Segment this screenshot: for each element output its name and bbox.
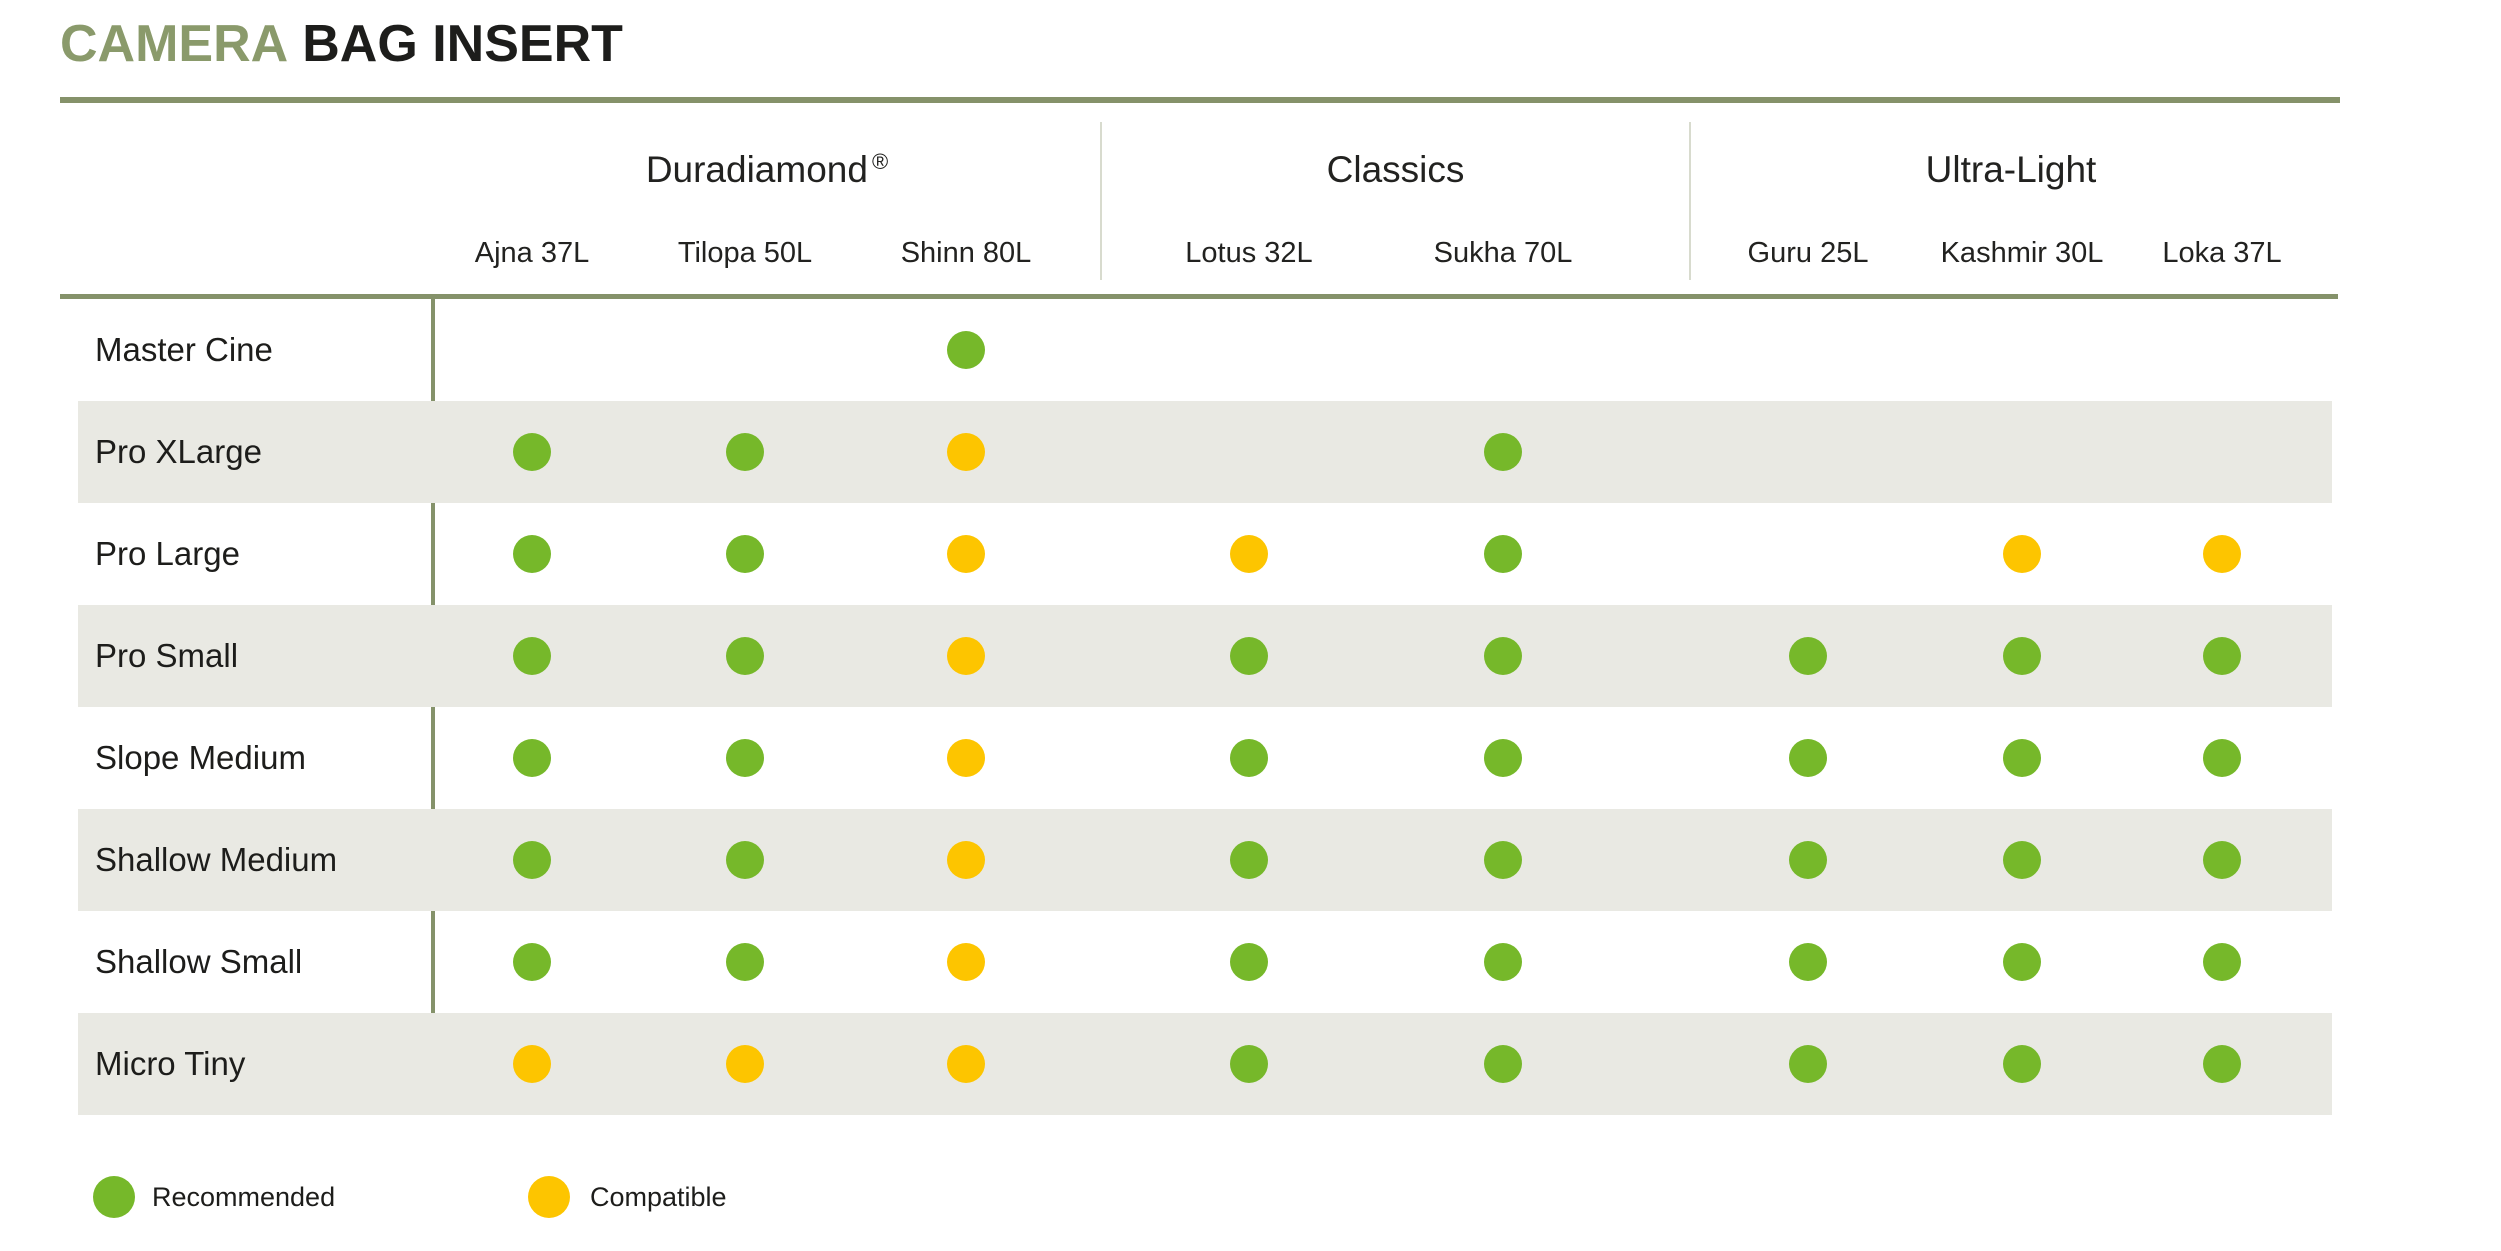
status-dot-recommended [1789, 739, 1827, 777]
column-header-shinn-80l: Shinn 80L [900, 237, 1032, 269]
status-dot-recommended [1484, 943, 1522, 981]
page-title-accent: CAMERA [60, 15, 289, 73]
status-dot-recommended [726, 841, 764, 879]
legend: Recommended Compatible [0, 1176, 2501, 1220]
status-dot-recommended [1230, 739, 1268, 777]
group-divider-line [1689, 122, 1691, 280]
table-row: Pro XLarge [0, 401, 2501, 503]
status-dot-compatible [947, 637, 985, 675]
status-dot-recommended [2203, 637, 2241, 675]
status-dot-recommended [2203, 1045, 2241, 1083]
status-dot-compatible [1230, 535, 1268, 573]
status-dot-recommended [2003, 943, 2041, 981]
status-dot-recommended [1789, 1045, 1827, 1083]
table-row: Micro Tiny [0, 1013, 2501, 1115]
status-dot-compatible [947, 739, 985, 777]
status-dot-recommended [726, 943, 764, 981]
row-stripe [78, 401, 2332, 503]
table-row: Pro Small [0, 605, 2501, 707]
status-dot-recommended [726, 739, 764, 777]
row-label: Pro XLarge [95, 433, 262, 470]
row-label: Master Cine [95, 331, 273, 368]
status-dot-recommended [1484, 535, 1522, 573]
status-dot-recommended [513, 841, 551, 879]
table-row: Pro Large [0, 503, 2501, 605]
group-title-duradiamond: Duradiamond ® [645, 148, 889, 190]
status-dot-compatible [726, 1045, 764, 1083]
status-dot-recommended [1789, 637, 1827, 675]
legend-dot-compatible [528, 1176, 570, 1218]
status-dot-recommended [947, 331, 985, 369]
status-dot-recommended [726, 433, 764, 471]
status-dot-compatible [947, 433, 985, 471]
row-stripe [78, 1013, 2332, 1115]
status-dot-recommended [1789, 943, 1827, 981]
status-dot-recommended [1484, 841, 1522, 879]
status-dot-compatible [2203, 535, 2241, 573]
column-header-tilopa-50l: Tilopa 50L [677, 237, 813, 269]
status-dot-recommended [1484, 739, 1522, 777]
status-dot-recommended [726, 535, 764, 573]
status-dot-compatible [2003, 535, 2041, 573]
status-dot-recommended [513, 433, 551, 471]
group-divider-line [1100, 122, 1102, 280]
status-dot-recommended [513, 535, 551, 573]
page-title-rest: BAG INSERT [302, 15, 623, 73]
status-dot-recommended [2203, 739, 2241, 777]
status-dot-recommended [1230, 1045, 1268, 1083]
status-dot-recommended [1484, 433, 1522, 471]
status-dot-compatible [947, 841, 985, 879]
status-dot-recommended [1230, 841, 1268, 879]
status-dot-compatible [947, 943, 985, 981]
table-row: Shallow Medium [0, 809, 2501, 911]
column-header-ajna-37l: Ajna 37L [474, 237, 590, 269]
column-header-guru-25l: Guru 25L [1747, 237, 1869, 269]
column-header-loka-37l: Loka 37L [2162, 237, 2282, 269]
status-dot-recommended [2003, 739, 2041, 777]
status-dot-recommended [1789, 841, 1827, 879]
status-dot-compatible [513, 1045, 551, 1083]
status-dot-recommended [2203, 841, 2241, 879]
status-dot-recommended [1484, 637, 1522, 675]
column-header-lotus-32l: Lotus 32L [1185, 237, 1313, 269]
status-dot-recommended [2003, 841, 2041, 879]
status-dot-recommended [2003, 637, 2041, 675]
table-row: Slope Medium [0, 707, 2501, 809]
status-dot-recommended [1230, 637, 1268, 675]
registered-mark: ® [871, 148, 889, 174]
status-dot-recommended [513, 739, 551, 777]
row-label: Micro Tiny [95, 1045, 246, 1082]
row-label: Pro Large [95, 535, 240, 572]
row-label: Pro Small [95, 637, 239, 674]
group-title-ultra-light: Ultra-Light [1925, 149, 2097, 190]
row-label: Slope Medium [95, 739, 306, 776]
legend-label-compatible: Compatible [590, 1182, 727, 1212]
legend-label-recommended: Recommended [152, 1182, 336, 1212]
legend-dot-recommended [93, 1176, 135, 1218]
table-row: Master Cine [0, 299, 2501, 401]
column-header-kashmir-30l: Kashmir 30L [1940, 237, 2104, 269]
row-label: Shallow Small [95, 943, 303, 980]
row-stripe [78, 605, 2332, 707]
group-title-classics: Classics [1326, 149, 1465, 190]
status-dot-recommended [1484, 1045, 1522, 1083]
header-rule [60, 294, 2338, 299]
row-stripe [78, 809, 2332, 911]
status-dot-recommended [513, 943, 551, 981]
status-dot-compatible [947, 535, 985, 573]
status-dot-recommended [2003, 1045, 2041, 1083]
column-header-sukha-70l: Sukha 70L [1433, 237, 1573, 269]
title-underline [60, 97, 2340, 103]
table-row: Shallow Small [0, 911, 2501, 1013]
status-dot-compatible [947, 1045, 985, 1083]
status-dot-recommended [2203, 943, 2241, 981]
row-label: Shallow Medium [95, 841, 338, 878]
status-dot-recommended [1230, 943, 1268, 981]
status-dot-recommended [726, 637, 764, 675]
page-title: CAMERA BAG INSERT [60, 18, 623, 70]
status-dot-recommended [513, 637, 551, 675]
